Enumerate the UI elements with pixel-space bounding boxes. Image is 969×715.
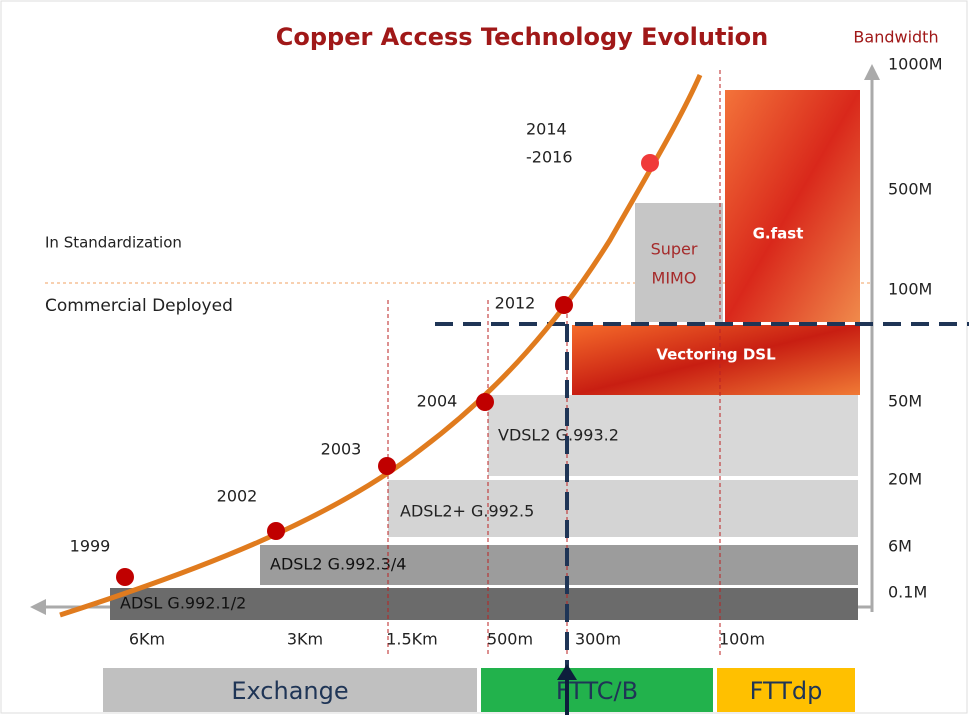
distance-label: 6Km: [129, 630, 165, 649]
technology-label: VDSL2 G.993.2: [498, 426, 619, 445]
milestone-dot: [641, 154, 659, 172]
bandwidth-label: 500M: [888, 180, 932, 199]
bandwidth-label: 50M: [888, 392, 922, 411]
technology-label: G.fast: [753, 225, 804, 243]
distance-label: 100m: [719, 630, 765, 649]
bandwidth-label: 100M: [888, 280, 932, 299]
y-axis-arrow: [864, 64, 880, 80]
distance-label: 300m: [575, 630, 621, 649]
bandwidth-label: 20M: [888, 470, 922, 489]
status-label: Commercial Deployed: [45, 296, 233, 316]
bandwidth-label: 6M: [888, 537, 912, 556]
technology-block: [725, 90, 860, 322]
milestone-dot: [555, 296, 573, 314]
diagram: Super MIMO ADSL G.992.1/2 ADSL2 G.992.3/4 AD…: [0, 0, 969, 715]
milestone-dot: [116, 568, 134, 586]
title: Copper Access Technology Evolution: [276, 23, 769, 51]
status-label: In Standardization: [45, 234, 182, 252]
distance-label: 500m: [487, 630, 533, 649]
x-axis-arrow: [30, 599, 46, 615]
super-mimo-block: [635, 203, 723, 322]
year-label: 2002: [217, 487, 258, 506]
super-mimo-label: MIMO: [652, 269, 697, 288]
axis-label: Bandwidth: [853, 28, 938, 47]
technology-label: ADSL2+ G.992.5: [400, 502, 534, 521]
year-range-label: 2014: [526, 120, 567, 139]
milestone-dot: [476, 393, 494, 411]
technology-label: Vectoring DSL: [656, 346, 776, 364]
technology-label: ADSL G.992.1/2: [120, 594, 246, 613]
year-label: 1999: [70, 537, 111, 556]
zone-label: Exchange: [231, 677, 348, 705]
distance-label: 1.5Km: [386, 630, 438, 649]
technology-label: ADSL2 G.992.3/4: [270, 555, 406, 574]
bandwidth-label: 1000M: [888, 55, 943, 74]
year-label: 2003: [321, 440, 362, 459]
year-range-label: -2016: [526, 148, 573, 167]
super-mimo-label: Super: [651, 240, 698, 259]
year-label: 2012: [495, 294, 536, 313]
distance-label: 3Km: [287, 630, 323, 649]
bandwidth-label: 0.1M: [888, 583, 927, 602]
milestone-dot: [267, 522, 285, 540]
milestone-dot: [378, 457, 396, 475]
year-label: 2004: [417, 392, 458, 411]
zone-label: FTTdp: [750, 677, 823, 705]
